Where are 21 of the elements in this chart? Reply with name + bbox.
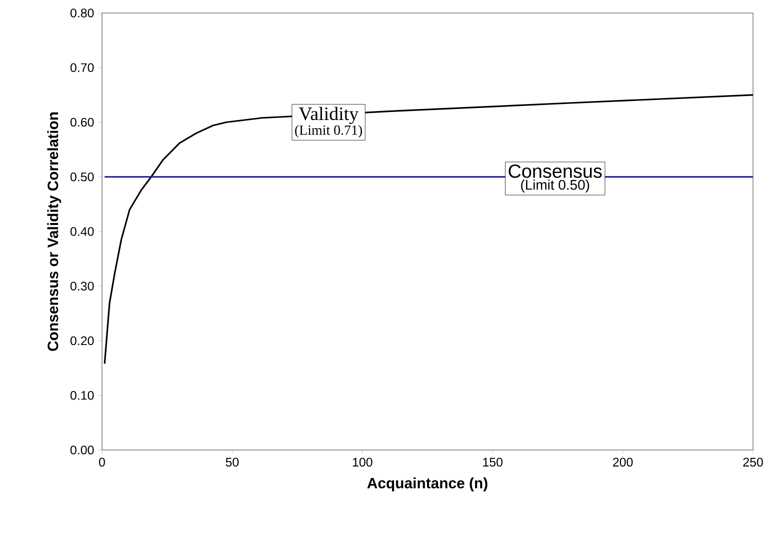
x-tick-label: 0 — [99, 458, 105, 467]
series-label: Consensus — [508, 164, 602, 178]
y-tick-label: 0.10 — [70, 390, 94, 400]
x-axis-title: Acquaintance (n) — [367, 477, 488, 492]
y-tick-label: 0.40 — [70, 227, 94, 236]
y-tick-label: 0.50 — [70, 172, 94, 182]
series-label: Validity — [298, 106, 358, 124]
x-tick-label: 250 — [743, 458, 763, 467]
x-tick-label: 50 — [226, 458, 239, 467]
y-axis-title: Consensus or Validity Correlation — [47, 112, 62, 351]
y-tick-label: 0.00 — [70, 446, 94, 454]
y-tick-label: 0.30 — [70, 282, 94, 291]
y-tick-label: 0.80 — [70, 8, 94, 18]
y-tick-label: 0.20 — [70, 336, 94, 346]
y-tick-label: 0.70 — [70, 63, 94, 72]
x-tick-label: 150 — [483, 458, 502, 467]
x-tick-label: 100 — [352, 458, 372, 467]
y-tick-label: 0.60 — [70, 118, 94, 127]
annotation: (Limit 0.71) — [295, 125, 362, 138]
x-tick-label: 200 — [613, 458, 633, 467]
annotation: (Limit 0.50) — [521, 180, 590, 193]
